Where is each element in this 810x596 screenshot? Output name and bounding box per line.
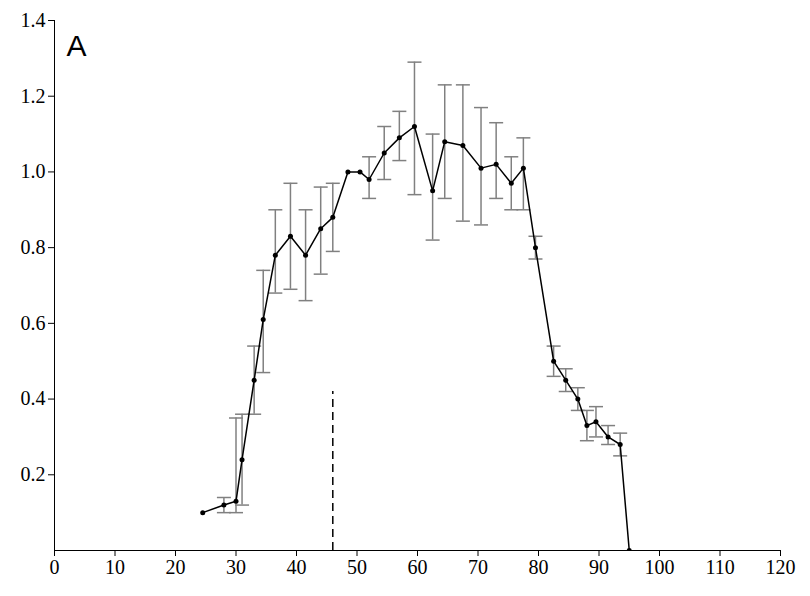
svg-text:30: 30	[226, 556, 246, 578]
svg-text:70: 70	[468, 556, 488, 578]
svg-text:0: 0	[50, 556, 60, 578]
svg-text:60: 60	[408, 556, 428, 578]
svg-text:1.0: 1.0	[21, 160, 46, 182]
svg-text:20: 20	[166, 556, 186, 578]
svg-text:100: 100	[645, 556, 675, 578]
svg-text:120: 120	[766, 556, 796, 578]
svg-text:0.6: 0.6	[21, 312, 46, 334]
svg-text:0.2: 0.2	[21, 463, 46, 485]
svg-text:10: 10	[105, 556, 125, 578]
svg-text:A: A	[67, 29, 87, 62]
svg-text:1.2: 1.2	[21, 85, 46, 107]
svg-text:80: 80	[529, 556, 549, 578]
svg-text:90: 90	[589, 556, 609, 578]
svg-text:0.4: 0.4	[21, 387, 46, 409]
svg-text:1.4: 1.4	[21, 9, 46, 31]
svg-text:0.8: 0.8	[21, 236, 46, 258]
svg-text:50: 50	[347, 556, 367, 578]
svg-text:110: 110	[705, 556, 734, 578]
svg-text:40: 40	[287, 556, 307, 578]
